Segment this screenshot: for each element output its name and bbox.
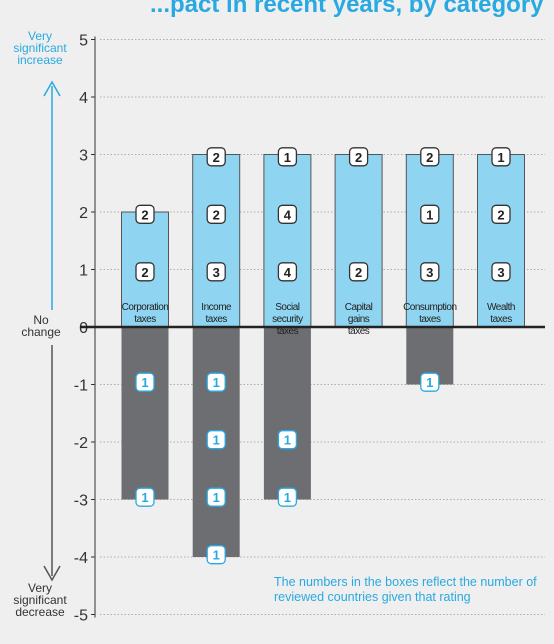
count-box (206, 372, 226, 392)
count-box (420, 147, 440, 167)
count-label: 3 (426, 265, 433, 280)
y-tick-label: -2 (74, 435, 88, 452)
positive-bar (405, 154, 454, 328)
count-label: 1 (284, 433, 291, 448)
count-label: 1 (284, 490, 291, 505)
count-label: 4 (284, 207, 292, 222)
chart-footnote: The numbers in the boxes reflect the num… (274, 575, 537, 604)
count-box (491, 147, 511, 167)
count-label: 2 (426, 150, 433, 165)
count-box (277, 262, 298, 282)
count-box (491, 204, 511, 224)
count-label: 2 (213, 150, 220, 165)
very-significant-increase-label: Very significant increase (13, 29, 67, 67)
very-significant-decrease-label: Very significant decrease (13, 581, 67, 619)
category-label: taxes (205, 314, 227, 325)
category-label: Income (201, 302, 232, 313)
category-label: Consumption (403, 302, 456, 313)
count-label: 1 (426, 375, 433, 390)
increase-arrow-head (43, 80, 61, 97)
count-label: 3 (213, 265, 220, 280)
category-label: taxes (348, 326, 370, 337)
count-label: 3 (497, 265, 504, 280)
count-label: 4 (284, 265, 292, 280)
count-box (277, 487, 298, 507)
count-box (206, 147, 226, 167)
count-label: 1 (141, 490, 148, 505)
category-label: security (272, 314, 303, 325)
no-change-label: No change (21, 313, 61, 339)
count-label: 1 (213, 433, 220, 448)
count-box (491, 262, 511, 282)
y-tick-label: -3 (74, 493, 88, 510)
negative-bar (263, 327, 311, 500)
y-tick-label: 4 (79, 90, 88, 107)
count-box (277, 147, 298, 167)
count-label: 1 (141, 375, 148, 390)
count-label: 2 (497, 207, 504, 222)
count-label: 1 (213, 548, 220, 563)
count-box (348, 147, 369, 167)
count-label: 1 (213, 375, 220, 390)
decrease-arrow-head (43, 565, 61, 582)
count-box (206, 430, 226, 450)
count-label: 2 (213, 207, 220, 222)
count-box (420, 262, 440, 282)
count-label: 1 (213, 490, 220, 505)
category-label: taxes (277, 326, 299, 337)
chart-title: ...pact in recent years, by category (150, 0, 544, 18)
count-label: 2 (141, 265, 148, 280)
y-tick-label: -1 (74, 378, 88, 395)
y-tick-label: 3 (79, 148, 88, 165)
count-box (135, 487, 155, 507)
category-label: taxes (490, 314, 512, 325)
count-box (206, 487, 226, 507)
category-label: Corporation (122, 302, 169, 313)
category-label: Social (275, 302, 300, 313)
count-label: 1 (497, 150, 504, 165)
category-label: gains (348, 314, 370, 325)
category-label: Wealth (487, 302, 515, 313)
y-tick-label: -5 (74, 608, 88, 625)
chart-title-container: ...pact in recent years, by category (0, 0, 554, 22)
count-box (277, 430, 298, 450)
count-box (348, 262, 369, 282)
count-box (206, 545, 226, 565)
count-box (420, 204, 440, 224)
y-tick-label: 1 (79, 263, 88, 280)
count-label: 1 (426, 207, 433, 222)
count-box (277, 204, 298, 224)
category-label: taxes (419, 314, 441, 325)
positive-bar (477, 154, 525, 328)
y-tick-label: -4 (74, 550, 88, 567)
count-box (420, 372, 440, 392)
count-label: 2 (141, 207, 148, 222)
count-label: 1 (284, 150, 291, 165)
count-label: 2 (355, 150, 362, 165)
y-tick-label: 0 (79, 320, 88, 337)
y-tick-label: 5 (79, 33, 88, 50)
y-tick-label: 2 (79, 205, 88, 222)
count-box (135, 204, 155, 224)
count-box (135, 262, 155, 282)
count-label: 2 (355, 265, 362, 280)
category-label: taxes (134, 314, 156, 325)
count-box (206, 262, 226, 282)
category-label: Capital (345, 302, 373, 313)
negative-bar (121, 327, 169, 500)
count-box (135, 372, 155, 392)
count-box (206, 204, 226, 224)
